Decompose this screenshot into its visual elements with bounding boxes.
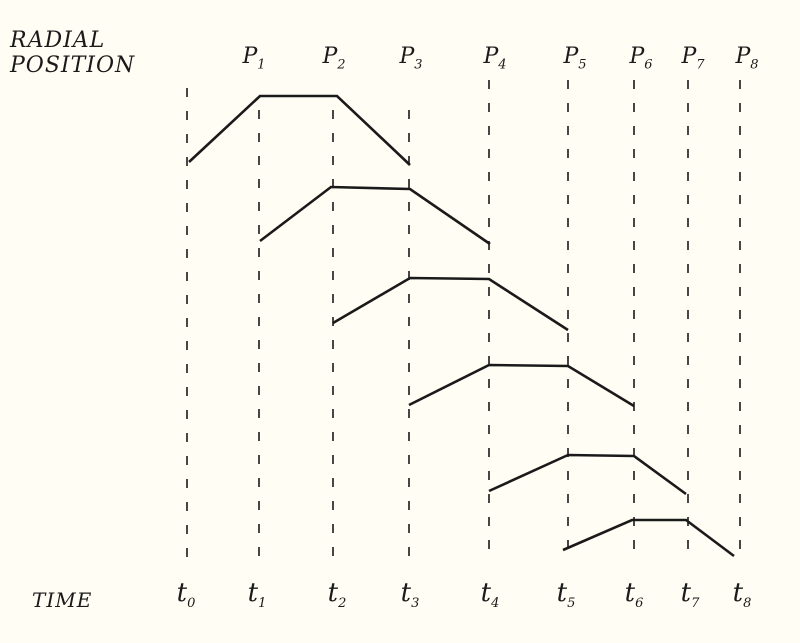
trajectory-segment — [259, 185, 491, 246]
position-label: P8 — [735, 44, 759, 73]
trajectory-segment — [188, 94, 411, 166]
time-label: t0 — [176, 578, 196, 612]
trajectory-segment — [488, 453, 687, 496]
position-label: P1 — [242, 44, 266, 73]
position-label: P2 — [322, 44, 346, 73]
time-label: t2 — [327, 578, 347, 612]
position-label: P4 — [483, 44, 507, 73]
position-label: P6 — [629, 44, 653, 73]
time-label: t7 — [680, 578, 700, 612]
position-label: P7 — [681, 44, 705, 73]
time-label: t3 — [400, 578, 420, 612]
time-label: t8 — [732, 578, 752, 612]
y-axis-label: RADIAL POSITION — [10, 28, 135, 78]
trajectory-segment — [408, 363, 635, 408]
x-axis-label: TIME — [32, 588, 93, 612]
time-label: t5 — [556, 578, 576, 612]
position-label: P3 — [399, 44, 423, 73]
position-label: P5 — [563, 44, 587, 73]
time-label: t4 — [480, 578, 500, 612]
trajectory-segment — [562, 518, 735, 558]
time-label: t6 — [624, 578, 644, 612]
trajectory-segment — [332, 276, 569, 332]
y-axis-label-line2: POSITION — [10, 53, 136, 78]
time-label: t1 — [247, 578, 267, 612]
y-axis-label-line1: RADIAL — [10, 28, 106, 53]
